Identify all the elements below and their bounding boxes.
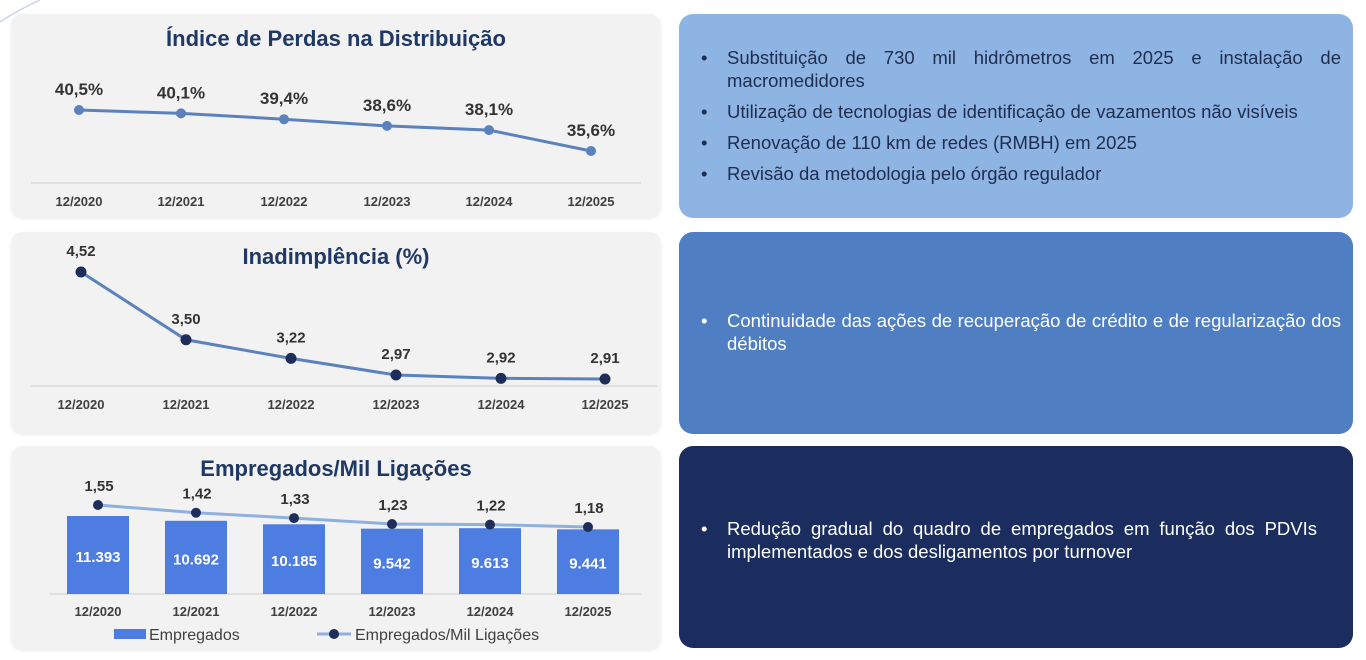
- tick-label: 12/2023: [364, 194, 411, 209]
- bar-label: 9.441: [569, 556, 607, 573]
- chart-title-perdas: Índice de Perdas na Distribuição: [166, 26, 506, 51]
- info-panel-perdas: Substituição de 730 mil hidrômetros em 2…: [679, 14, 1353, 218]
- tick-label: 12/2021: [158, 194, 205, 209]
- data-label: 3,50: [171, 311, 200, 328]
- bar-label: 9.613: [471, 555, 509, 572]
- info-panel-inadimplencia: Continuidade das ações de recuperação de…: [679, 232, 1353, 434]
- data-label: 1,22: [476, 498, 505, 515]
- tick-label: 12/2022: [268, 397, 315, 412]
- tick-label: 12/2020: [58, 397, 105, 412]
- series-line: [78, 108, 592, 153]
- data-point: [279, 114, 289, 125]
- data-point: [495, 372, 507, 384]
- tick-label: 12/2025: [565, 604, 612, 619]
- tick-label: 12/2022: [271, 604, 318, 619]
- chart-inadimplencia-svg: 4,52 12/2020 3,50 12/2021 3,22 12/2022 2,97 12/…: [31, 243, 657, 412]
- data-label: 1,33: [280, 491, 309, 508]
- data-label: 1,18: [574, 500, 603, 517]
- tick-label: 12/2021: [173, 604, 220, 619]
- chart-perdas-svg: 40,5% 12/2020 40,1% 12/2021 39,4% 12/2022 38,6…: [31, 80, 641, 209]
- data-label: 3,22: [276, 329, 305, 346]
- legend-swatch-bar: [114, 629, 146, 639]
- data-point: [583, 522, 593, 532]
- data-label: 1,42: [182, 486, 211, 503]
- data-point: [599, 373, 611, 385]
- tick-label: 12/2023: [369, 604, 416, 619]
- data-label: 1,55: [84, 478, 113, 495]
- bar: [361, 528, 423, 594]
- data-label: 40,5%: [55, 80, 103, 99]
- data-point: [485, 519, 495, 530]
- corner-decoration: [0, 0, 41, 23]
- data-point: [390, 369, 402, 381]
- tick-label: 12/2020: [56, 194, 103, 209]
- data-label: 39,4%: [260, 89, 308, 108]
- bar-label: 11.393: [75, 549, 120, 566]
- chart-card-inadimplencia: Inadimplência (%) 4,52 12/2020 3,50 12/2021…: [11, 232, 661, 434]
- tick-label: 12/2022: [261, 194, 308, 209]
- data-point: [285, 352, 297, 364]
- bar: [263, 524, 325, 594]
- panel1-item: Renovação de 110 km de redes (RMBH) em 2…: [679, 131, 1341, 154]
- data-label: 38,6%: [363, 96, 411, 115]
- panel1-item: Revisão da metodologia pelo órgão regula…: [679, 162, 1341, 185]
- bar: [67, 516, 129, 594]
- chart-title-empregados: Empregados/Mil Ligações: [200, 456, 472, 481]
- data-point: [387, 519, 397, 530]
- panel3-item: Redução gradual do quadro de empregados …: [679, 517, 1317, 563]
- bar-label: 10.185: [271, 553, 317, 570]
- series-line: [97, 503, 589, 529]
- data-point: [382, 120, 392, 131]
- bar-label: 9.542: [373, 555, 411, 572]
- bar: [557, 529, 619, 594]
- data-label: 2,97: [381, 346, 410, 363]
- panel1-item: Substituição de 730 mil hidrômetros em 2…: [679, 46, 1341, 92]
- bar: [459, 528, 521, 594]
- data-point: [484, 125, 494, 136]
- chart-empregados-svg: 11.393 12/2020 10.692 12/2021 10.185 12/2022 9…: [49, 478, 641, 644]
- tick-label: 12/2024: [478, 397, 526, 412]
- data-point: [74, 105, 84, 115]
- tick-label: 12/2024: [466, 194, 514, 209]
- data-point: [586, 146, 596, 156]
- tick-label: 12/2020: [75, 604, 122, 619]
- data-point: [75, 266, 87, 278]
- data-label: 35,6%: [567, 121, 615, 140]
- series-line: [80, 270, 606, 381]
- chart-card-perdas: Índice de Perdas na Distribuição 40,5% 12…: [11, 14, 661, 218]
- data-label: 4,52: [66, 243, 95, 260]
- data-point: [191, 507, 201, 518]
- tick-label: 12/2021: [163, 397, 210, 412]
- tick-label: 12/2025: [582, 397, 629, 412]
- tick-label: 12/2025: [568, 194, 615, 209]
- bar: [165, 520, 227, 594]
- panel1-item: Utilização de tecnologias de identificaç…: [679, 100, 1341, 123]
- chart-card-empregados: Empregados/Mil Ligações 11.393 12/2020 10.…: [11, 446, 661, 650]
- chart-title-inadimplencia: Inadimplência (%): [242, 244, 430, 269]
- data-label: 40,1%: [157, 83, 205, 102]
- data-label: 2,91: [590, 350, 619, 367]
- tick-label: 12/2024: [467, 604, 515, 619]
- data-label: 1,23: [378, 497, 407, 514]
- tick-label: 12/2023: [373, 397, 420, 412]
- data-label: 38,1%: [465, 100, 513, 119]
- panel2-item: Continuidade das ações de recuperação de…: [679, 309, 1341, 355]
- legend-swatch-dot: [329, 629, 339, 639]
- bar-label: 10.692: [173, 551, 219, 568]
- data-point: [289, 513, 299, 524]
- data-point: [176, 108, 186, 119]
- info-panel-empregados: Redução gradual do quadro de empregados …: [679, 446, 1353, 648]
- legend-label: Empregados/Mil Ligações: [355, 627, 539, 644]
- data-label: 2,92: [486, 349, 515, 366]
- data-point: [180, 334, 192, 346]
- legend-label: Empregados: [149, 627, 240, 644]
- data-point: [93, 500, 103, 510]
